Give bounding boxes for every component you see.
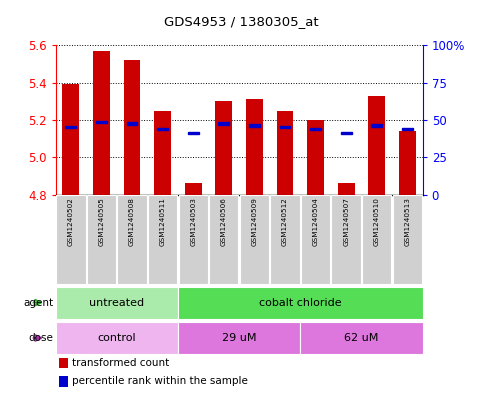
Bar (301, 195, 330, 284)
Bar (179, 195, 208, 284)
Bar (178, 287, 423, 318)
Bar (215, 101, 232, 195)
Bar (56, 322, 178, 354)
Bar (209, 195, 239, 284)
Text: dose: dose (28, 333, 53, 343)
Bar (240, 195, 269, 284)
Text: GSM1240513: GSM1240513 (404, 197, 411, 246)
Bar (300, 322, 423, 354)
Text: GSM1240503: GSM1240503 (190, 197, 196, 246)
Bar (218, 123, 229, 125)
Bar (371, 124, 382, 127)
Bar (59, 376, 69, 387)
Bar (66, 126, 76, 129)
Text: GSM1240505: GSM1240505 (99, 197, 104, 246)
Text: GSM1240512: GSM1240512 (282, 197, 288, 246)
Bar (188, 132, 199, 134)
Bar (310, 128, 321, 130)
Text: GSM1240506: GSM1240506 (221, 197, 227, 246)
Bar (277, 110, 293, 195)
Bar (96, 121, 107, 123)
Text: 29 uM: 29 uM (222, 333, 256, 343)
Bar (59, 358, 69, 368)
Bar (93, 51, 110, 195)
Text: GSM1240508: GSM1240508 (129, 197, 135, 246)
Text: percentile rank within the sample: percentile rank within the sample (72, 376, 248, 386)
Text: cobalt chloride: cobalt chloride (259, 298, 341, 308)
Text: GSM1240504: GSM1240504 (313, 197, 319, 246)
Bar (117, 195, 147, 284)
Bar (362, 195, 391, 284)
Text: untreated: untreated (89, 298, 144, 308)
Bar (185, 183, 201, 195)
Bar (341, 132, 352, 134)
Bar (393, 195, 422, 284)
Bar (56, 287, 178, 318)
Bar (249, 124, 260, 127)
Bar (178, 322, 300, 354)
Bar (280, 126, 290, 129)
Bar (87, 195, 116, 284)
Bar (56, 195, 85, 284)
Text: GDS4953 / 1380305_at: GDS4953 / 1380305_at (164, 15, 319, 28)
Bar (124, 60, 141, 195)
Text: GSM1240511: GSM1240511 (159, 197, 166, 246)
Bar (154, 110, 171, 195)
Text: 62 uM: 62 uM (344, 333, 379, 343)
Text: transformed count: transformed count (72, 358, 170, 368)
Bar (369, 95, 385, 195)
Bar (148, 195, 177, 284)
Bar (157, 128, 168, 130)
Bar (62, 84, 79, 195)
Text: agent: agent (23, 298, 53, 308)
Bar (399, 131, 416, 195)
Bar (331, 195, 361, 284)
Bar (307, 120, 324, 195)
Text: GSM1240509: GSM1240509 (251, 197, 257, 246)
Bar (338, 183, 355, 195)
Bar (246, 99, 263, 195)
Bar (402, 128, 412, 130)
Text: GSM1240502: GSM1240502 (68, 197, 74, 246)
Text: control: control (98, 333, 136, 343)
Bar (127, 123, 137, 125)
Text: GSM1240507: GSM1240507 (343, 197, 349, 246)
Bar (270, 195, 299, 284)
Text: GSM1240510: GSM1240510 (374, 197, 380, 246)
